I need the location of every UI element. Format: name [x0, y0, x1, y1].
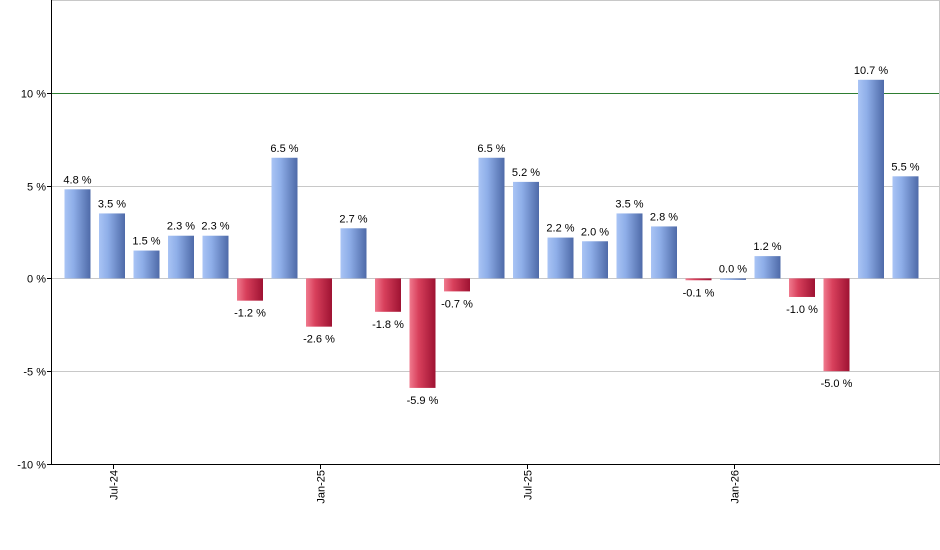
- bar: [858, 79, 884, 279]
- data-label: -1.2 %: [234, 308, 266, 320]
- data-label: 4.8 %: [63, 174, 91, 186]
- y-axis-ticks: -10 % -5 % 0 % 5 % 10 %: [17, 89, 51, 472]
- data-label: 6.5 %: [270, 143, 298, 155]
- y-tick-label: 0 %: [27, 274, 46, 286]
- axes: [51, 0, 940, 465]
- bar: [99, 213, 125, 279]
- y-tick-label: 10 %: [21, 89, 46, 101]
- data-label: 2.0 %: [581, 226, 609, 238]
- bar: [340, 228, 367, 279]
- data-label: -0.1 %: [683, 287, 715, 299]
- data-label: -5.9 %: [407, 395, 439, 407]
- data-label: 10.7 %: [854, 65, 888, 77]
- data-label: 5.2 %: [512, 167, 540, 179]
- bar: [651, 226, 677, 279]
- bar: [64, 189, 91, 279]
- bar: [892, 176, 919, 279]
- bar: [789, 278, 815, 297]
- data-label: -0.7 %: [441, 298, 473, 310]
- bar: [306, 278, 332, 327]
- bar: [237, 278, 263, 301]
- y-tick-label: 5 %: [27, 182, 46, 194]
- x-tick-label: Jan-26: [730, 470, 742, 504]
- y-tick-label: -5 %: [23, 367, 46, 379]
- x-tick-label: Jul-24: [109, 470, 121, 500]
- data-label: 3.5 %: [615, 198, 643, 210]
- bar: [754, 256, 781, 279]
- data-label: 2.3 %: [201, 221, 229, 233]
- bars: [64, 79, 919, 388]
- data-label: 5.5 %: [891, 161, 919, 173]
- bar: [823, 278, 850, 372]
- bar: [409, 278, 436, 388]
- bar: [168, 235, 194, 279]
- bar: [616, 213, 643, 279]
- x-tick-label: Jan-25: [316, 470, 328, 504]
- y-tick-label: -10 %: [17, 460, 46, 472]
- bar: [271, 157, 298, 279]
- bar: [202, 235, 229, 279]
- x-tick-label: Jul-25: [523, 470, 535, 500]
- data-label: -1.0 %: [786, 304, 818, 316]
- data-label: -5.0 %: [821, 378, 853, 390]
- data-label: -1.8 %: [372, 319, 404, 331]
- x-axis-ticks: Jul-24 Jan-25 Jul-25 Jan-26: [109, 464, 742, 504]
- bar: [478, 157, 505, 279]
- bar: [720, 278, 746, 280]
- data-labels: 4.8 % 3.5 % 1.5 % 2.3 % 2.3 % -1.2 % 6.5 % -2.6…: [63, 65, 919, 407]
- bar: [375, 278, 401, 312]
- bar: [133, 250, 160, 279]
- data-label: 3.5 %: [98, 198, 126, 210]
- data-label: 1.2 %: [753, 241, 781, 253]
- data-label: 0.0 %: [719, 263, 747, 275]
- data-label: 6.5 %: [477, 143, 505, 155]
- bar: [444, 278, 470, 292]
- bar: [685, 278, 712, 281]
- data-label: 2.8 %: [650, 211, 678, 223]
- bar: [582, 241, 608, 279]
- bar: [513, 181, 539, 279]
- data-label: 2.3 %: [167, 221, 195, 233]
- data-label: 2.7 %: [339, 213, 367, 225]
- data-label: -2.6 %: [303, 334, 335, 346]
- bar: [547, 237, 574, 279]
- data-label: 2.2 %: [546, 223, 574, 235]
- data-label: 1.5 %: [132, 236, 160, 248]
